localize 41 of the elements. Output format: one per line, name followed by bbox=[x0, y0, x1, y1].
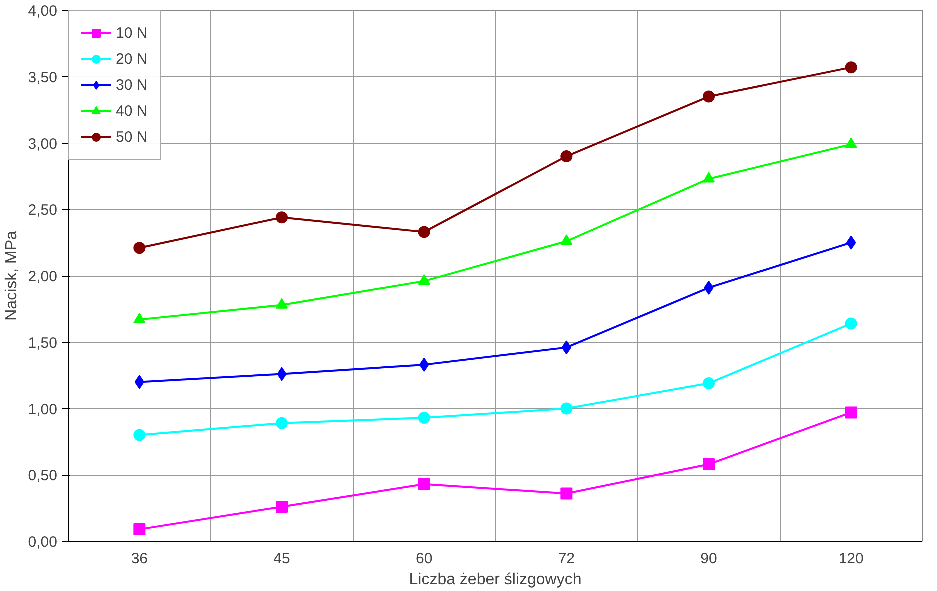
point bbox=[276, 417, 288, 430]
point bbox=[703, 90, 715, 103]
y-tick-label: 0,50 bbox=[28, 468, 58, 485]
point bbox=[845, 406, 858, 419]
y-tick-label: 1,00 bbox=[28, 401, 58, 418]
point bbox=[560, 402, 573, 415]
y-tick-label: 4,00 bbox=[28, 3, 58, 20]
legend-label: 20 N bbox=[116, 50, 148, 68]
x-tick-label: 120 bbox=[838, 550, 864, 568]
point bbox=[276, 500, 288, 513]
point bbox=[560, 150, 573, 163]
point bbox=[418, 478, 430, 490]
legend-label: 40 N bbox=[116, 102, 148, 120]
point bbox=[418, 226, 430, 238]
x-tick-label: 45 bbox=[274, 550, 290, 568]
point bbox=[560, 488, 573, 500]
x-tick-label: 36 bbox=[131, 550, 148, 568]
point bbox=[134, 429, 146, 442]
point bbox=[703, 378, 715, 390]
point bbox=[276, 212, 288, 224]
point bbox=[418, 412, 430, 424]
point bbox=[134, 524, 146, 536]
x-tick-label: 72 bbox=[558, 550, 576, 568]
point bbox=[845, 62, 858, 74]
x-axis-title: Liczba żeber ślizgowych bbox=[409, 572, 582, 588]
point bbox=[703, 458, 715, 471]
y-tick-label: 3,50 bbox=[28, 69, 58, 86]
y-tick-label: 2,50 bbox=[28, 202, 58, 220]
legend-label: 10 N bbox=[116, 24, 148, 42]
legend-label: 30 N bbox=[116, 76, 148, 94]
x-tick-label: 90 bbox=[700, 550, 718, 568]
y-tick-label: 2,00 bbox=[28, 268, 58, 286]
point bbox=[134, 242, 146, 254]
y-axis-title: Nacisk, MPa bbox=[3, 231, 20, 321]
legend-label: 50 N bbox=[116, 128, 148, 146]
y-tick-label: 1,50 bbox=[28, 334, 58, 352]
y-tick-label: 3,00 bbox=[28, 136, 58, 153]
point bbox=[845, 318, 858, 330]
point bbox=[560, 234, 573, 246]
x-tick-label: 60 bbox=[416, 550, 433, 568]
y-tick-label: 0,00 bbox=[28, 534, 58, 551]
